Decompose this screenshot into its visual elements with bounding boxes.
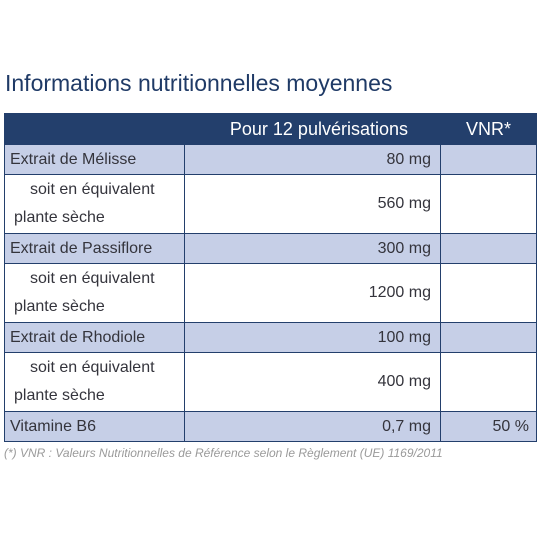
- row-vnr: [440, 174, 537, 234]
- row-name-line1: soit en équivalent: [30, 359, 155, 376]
- footnote: (*) VNR : Valeurs Nutritionnelles de Réf…: [4, 446, 443, 460]
- row-value: 400 mg: [184, 352, 441, 412]
- row-name: soit en équivalent plante sèche: [4, 174, 185, 234]
- row-name-line2: plante sèche: [14, 298, 105, 315]
- row-name: Vitamine B6: [4, 411, 185, 442]
- nutrition-table: Pour 12 pulvérisations VNR* Extrait de M…: [4, 113, 537, 442]
- table-row: Extrait de Mélisse 80 mg: [4, 144, 537, 175]
- page-title: Informations nutritionnelles moyennes: [5, 70, 393, 96]
- row-name: soit en équivalent plante sèche: [4, 352, 185, 412]
- header-cell-empty: [4, 113, 185, 145]
- table-row: soit en équivalent plante sèche 1200 mg: [4, 263, 537, 323]
- row-name: Extrait de Mélisse: [4, 144, 185, 175]
- header-cell-quantity: Pour 12 pulvérisations: [184, 113, 441, 145]
- table-row: Vitamine B6 0,7 mg 50 %: [4, 411, 537, 442]
- row-value: 80 mg: [184, 144, 441, 175]
- row-value: 300 mg: [184, 233, 441, 264]
- table-row: Extrait de Rhodiole 100 mg: [4, 322, 537, 353]
- table-row: soit en équivalent plante sèche 400 mg: [4, 352, 537, 412]
- row-name-line1: soit en équivalent: [30, 181, 155, 198]
- row-vnr: 50 %: [440, 411, 537, 442]
- row-vnr: [440, 144, 537, 175]
- row-value: 1200 mg: [184, 263, 441, 323]
- row-vnr: [440, 322, 537, 353]
- row-value: 560 mg: [184, 174, 441, 234]
- row-name-line2: plante sèche: [14, 209, 105, 226]
- row-name: Extrait de Passiflore: [4, 233, 185, 264]
- table-header-row: Pour 12 pulvérisations VNR*: [4, 113, 537, 145]
- row-value: 0,7 mg: [184, 411, 441, 442]
- row-vnr: [440, 263, 537, 323]
- table-row: soit en équivalent plante sèche 560 mg: [4, 174, 537, 234]
- row-name-line2: plante sèche: [14, 387, 105, 404]
- row-name-line1: soit en équivalent: [30, 270, 155, 287]
- row-name: Extrait de Rhodiole: [4, 322, 185, 353]
- header-cell-vnr: VNR*: [440, 113, 537, 145]
- row-vnr: [440, 233, 537, 264]
- row-name: soit en équivalent plante sèche: [4, 263, 185, 323]
- table-row: Extrait de Passiflore 300 mg: [4, 233, 537, 264]
- row-value: 100 mg: [184, 322, 441, 353]
- row-vnr: [440, 352, 537, 412]
